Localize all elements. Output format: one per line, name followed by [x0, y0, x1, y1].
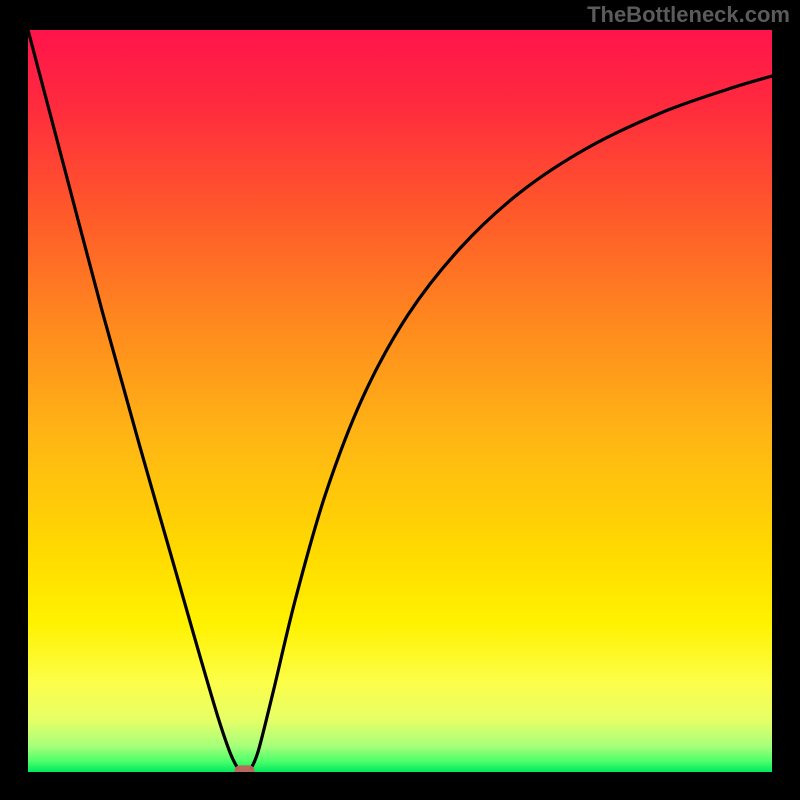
min-marker: [234, 765, 254, 772]
gradient-background: [28, 30, 772, 772]
watermark-label: TheBottleneck.com: [587, 2, 790, 28]
plot-area: [28, 30, 772, 772]
chart-svg: [28, 30, 772, 772]
chart-container: TheBottleneck.com: [0, 0, 800, 800]
